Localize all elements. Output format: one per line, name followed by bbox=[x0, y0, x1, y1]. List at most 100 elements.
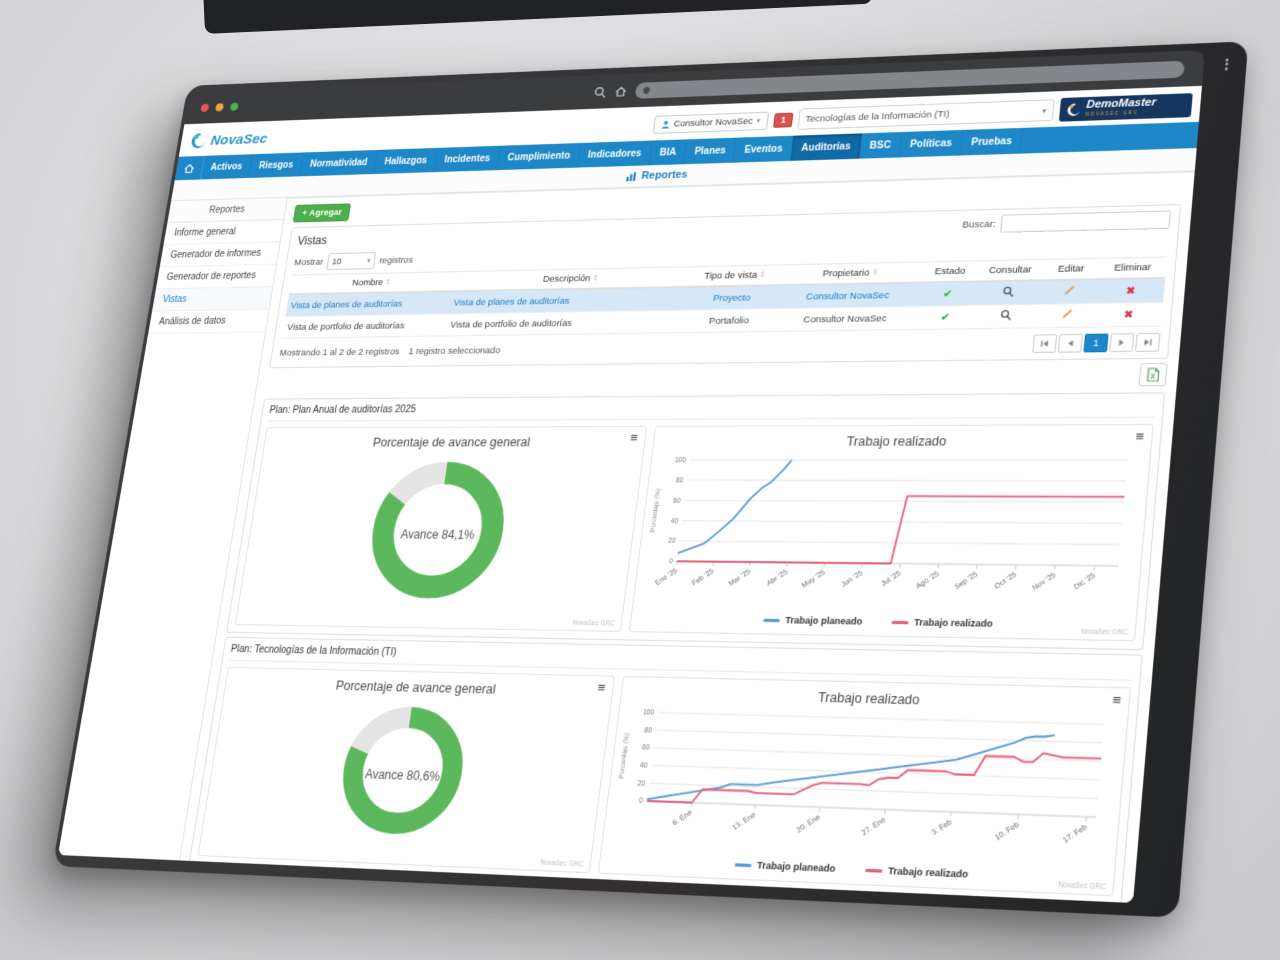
magnifier-icon bbox=[1002, 286, 1015, 297]
chart-panel-trabajo-realizado-1: Trabajo realizado ≡ 0 20 40 60 80 100 Ene '25 F… bbox=[628, 424, 1154, 642]
row-tipo: Portafolio bbox=[708, 314, 750, 327]
first-page-icon bbox=[1040, 340, 1049, 347]
svg-text:100: 100 bbox=[674, 458, 686, 465]
legend-label: Trabajo planeado bbox=[784, 614, 863, 627]
novasec-swirl-icon bbox=[190, 133, 208, 149]
chevron-down-icon: ▾ bbox=[756, 117, 761, 125]
nav-item-auditorias[interactable]: Auditorías bbox=[790, 133, 862, 161]
nav-item-normatividad[interactable]: Normatividad bbox=[300, 149, 379, 177]
eliminar-button[interactable]: ✖ bbox=[1096, 278, 1166, 304]
home-icon[interactable] bbox=[614, 85, 628, 98]
row-desc-link[interactable]: Vista de planes de auditorías bbox=[452, 295, 571, 308]
export-excel-button[interactable]: X bbox=[1138, 362, 1168, 387]
nav-item-hallazgos[interactable]: Hallazgos bbox=[374, 147, 438, 174]
svg-text:100: 100 bbox=[642, 710, 654, 718]
context-select[interactable]: Tecnologías de la Información (TI) ▾ bbox=[797, 99, 1055, 130]
notification-badge[interactable]: 1 bbox=[773, 112, 794, 128]
next-page-button[interactable] bbox=[1109, 333, 1135, 353]
svg-text:20: 20 bbox=[637, 780, 645, 788]
close-window-button[interactable] bbox=[200, 103, 210, 112]
search-label: Buscar: bbox=[961, 218, 997, 231]
editar-button[interactable] bbox=[1039, 279, 1099, 305]
chart-watermark: NovaSec GRC bbox=[1080, 628, 1129, 637]
prev-page-button[interactable] bbox=[1057, 333, 1083, 353]
delete-x-icon: ✖ bbox=[1125, 285, 1136, 297]
nav-item-planes[interactable]: Planes bbox=[684, 137, 738, 165]
first-page-button[interactable] bbox=[1032, 334, 1058, 354]
nav-item-riesgos[interactable]: Riesgos bbox=[248, 152, 305, 178]
chart-menu-icon[interactable]: ≡ bbox=[1134, 428, 1145, 445]
line-chart-trabajo-2: 0 20 40 60 80 100 6. Ene 13. Ene 20. Ene 27. Ene 3… bbox=[601, 704, 1127, 873]
sidebar-item-vistas[interactable]: Vistas bbox=[152, 287, 273, 312]
nav-item-cumplimiento[interactable]: Cumplimiento bbox=[497, 142, 582, 171]
background-window-bar bbox=[203, 0, 873, 34]
svg-text:60: 60 bbox=[641, 745, 649, 753]
legend-line-icon bbox=[763, 618, 781, 623]
last-page-button[interactable] bbox=[1135, 332, 1161, 352]
next-page-icon bbox=[1118, 339, 1125, 346]
brand-name: NovaSec bbox=[209, 130, 269, 149]
nav-item-eventos[interactable]: Eventos bbox=[734, 135, 794, 163]
sidebar-item-generador-reportes[interactable]: Generador de reportes bbox=[155, 264, 277, 290]
svg-text:40: 40 bbox=[670, 518, 678, 525]
section-plan-ti: Plan: Tecnologías de la Información (TI)… bbox=[188, 636, 1143, 903]
sidebar-item-informe-general[interactable]: Informe general bbox=[163, 220, 284, 246]
svg-text:20: 20 bbox=[668, 538, 676, 545]
page-size-select[interactable]: 10 ▾ bbox=[326, 252, 377, 271]
chart-menu-icon[interactable]: ≡ bbox=[596, 679, 607, 696]
search-icon[interactable] bbox=[593, 85, 607, 98]
consultar-button[interactable] bbox=[974, 280, 1042, 306]
delete-x-icon: ✖ bbox=[1123, 308, 1134, 321]
svg-text:40: 40 bbox=[639, 763, 647, 771]
nav-item-indicadores[interactable]: Indicadores bbox=[577, 140, 653, 168]
eliminar-button[interactable]: ✖ bbox=[1093, 302, 1164, 328]
nav-item-activos[interactable]: Activos bbox=[200, 154, 253, 180]
nav-item-incidentes[interactable]: Incidentes bbox=[434, 145, 502, 173]
donut-center-label: Avance 80,6% bbox=[364, 766, 441, 784]
svg-text:27. Ene: 27. Ene bbox=[860, 815, 888, 838]
row-name-link[interactable]: Vista de portfolio de auditorías bbox=[286, 320, 406, 333]
chart-menu-icon[interactable]: ≡ bbox=[629, 429, 639, 446]
editar-button[interactable] bbox=[1037, 303, 1097, 328]
status-check-icon: ✔ bbox=[942, 288, 953, 300]
novasec-logo[interactable]: NovaSec bbox=[189, 129, 269, 150]
col-propietario[interactable]: Propietario ▲ ▼ bbox=[777, 261, 924, 286]
sidebar-item-generador-informes[interactable]: Generador de informes bbox=[159, 242, 280, 268]
nav-item-bia[interactable]: BIA bbox=[649, 139, 688, 166]
row-name-link[interactable]: Vista de planes de auditorías bbox=[290, 298, 404, 311]
row-desc-link[interactable]: Vista de portfolio de auditorías bbox=[449, 317, 573, 331]
svg-text:80: 80 bbox=[644, 727, 652, 734]
row-tipo: Proyecto bbox=[712, 292, 751, 304]
sidebar-item-analisis-datos[interactable]: Análisis de datos bbox=[148, 309, 269, 334]
minimize-window-button[interactable] bbox=[215, 102, 225, 112]
svg-text:Feb '25: Feb '25 bbox=[691, 567, 716, 588]
legend-label: Trabajo planeado bbox=[756, 859, 837, 875]
chart-panel-avance-general-2: Porcentaje de avance general ≡ Avance 80… bbox=[197, 666, 616, 874]
window-controls bbox=[200, 102, 239, 112]
consultar-button[interactable] bbox=[971, 304, 1040, 329]
chart-menu-icon[interactable]: ≡ bbox=[1111, 691, 1122, 709]
maximize-window-button[interactable] bbox=[229, 102, 239, 111]
svg-text:6. Ene: 6. Ene bbox=[671, 808, 694, 828]
legend-item-0[interactable]: Trabajo planeado bbox=[763, 615, 863, 627]
svg-text:Sep '25: Sep '25 bbox=[953, 570, 980, 592]
nav-item-politicas[interactable]: Políticas bbox=[899, 129, 964, 158]
line-chart-trabajo-1: 0 20 40 60 80 100 Ene '25 Feb '25 Mar '25 Abr '25… bbox=[632, 453, 1150, 620]
browser-menu-icon[interactable]: ⋮ bbox=[1219, 55, 1235, 72]
legend-item-1[interactable]: Trabajo realizado bbox=[891, 617, 993, 629]
chart-watermark: NovaSec GRC bbox=[539, 859, 584, 869]
col-eliminar: Eliminar bbox=[1098, 256, 1168, 280]
chart-panel-avance-general-1: Porcentaje de avance general ≡ Avance 84… bbox=[234, 425, 648, 632]
col-estado: Estado bbox=[921, 260, 979, 283]
col-tipo[interactable]: Tipo de vista ▲ ▼ bbox=[689, 264, 780, 287]
user-menu-button[interactable]: Consultor NovaSec ▾ bbox=[652, 111, 770, 134]
page-number-button[interactable]: 1 bbox=[1083, 333, 1109, 353]
site-settings-icon bbox=[642, 86, 651, 94]
add-button[interactable]: + Agregar bbox=[292, 203, 352, 223]
last-page-icon bbox=[1144, 339, 1152, 346]
vistas-panel: Vistas Buscar: Mostrar 10 ▾ bbox=[269, 204, 1182, 369]
nav-item-pruebas[interactable]: Pruebas bbox=[960, 127, 1024, 156]
nav-item-bsc[interactable]: BSC bbox=[859, 132, 903, 159]
chart-title: Trabajo realizado bbox=[845, 434, 948, 449]
